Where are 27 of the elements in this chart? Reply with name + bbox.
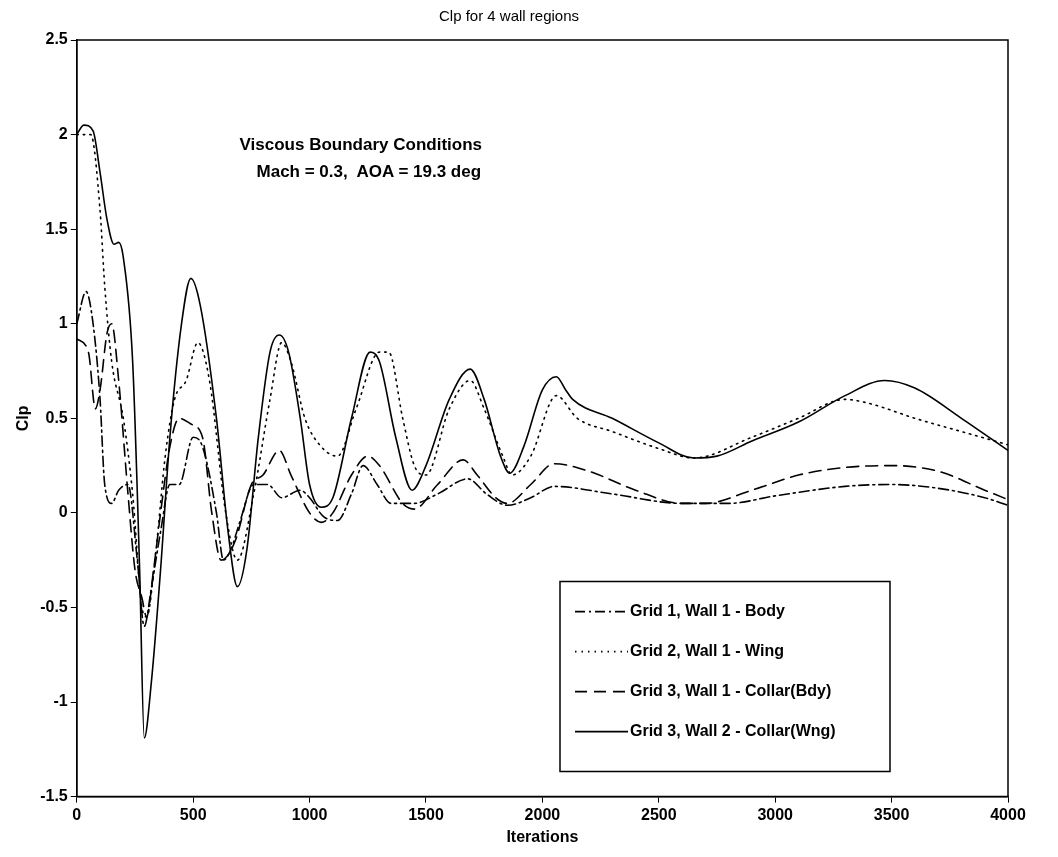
y-axis-title: Clp — [14, 405, 32, 432]
x-axis-title: Iterations — [506, 827, 579, 845]
chart-title: Clp for 4 wall regions — [438, 7, 580, 25]
legend-label: Grid 1, Wall 1 - Body — [630, 602, 786, 620]
y-tick-label: 0.5 — [45, 408, 68, 426]
x-tick-label: 2500 — [640, 805, 677, 823]
x-tick-label: 3500 — [873, 805, 910, 823]
y-tick-label: -0.5 — [40, 597, 68, 615]
y-tick-label: 1.5 — [45, 219, 68, 237]
y-tick-label: 1 — [58, 314, 68, 332]
annotation: Viscous Boundary Conditions — [239, 134, 483, 154]
x-tick-label: 1000 — [291, 805, 328, 823]
y-tick-label: 2.5 — [45, 30, 68, 48]
x-tick-label: 500 — [179, 805, 207, 823]
annotation: Mach = 0.3, AOA = 19.3 deg — [256, 161, 482, 181]
x-tick-label: 0 — [72, 805, 82, 823]
x-tick-label: 4000 — [990, 805, 1026, 823]
legend-label: Grid 3, Wall 1 - Collar(Bdy) — [630, 682, 832, 700]
x-tick-label: 1500 — [408, 805, 444, 823]
x-tick-label: 3000 — [757, 805, 794, 823]
y-tick-label: -1.5 — [40, 787, 68, 805]
y-tick-label: 0 — [58, 503, 68, 521]
y-tick-label: -1 — [53, 692, 68, 710]
legend-label: Grid 3, Wall 2 - Collar(Wng) — [630, 722, 836, 740]
y-tick-label: 2 — [58, 124, 68, 142]
legend-label: Grid 2, Wall 1 - Wing — [630, 642, 784, 660]
x-tick-label: 2000 — [524, 805, 561, 823]
